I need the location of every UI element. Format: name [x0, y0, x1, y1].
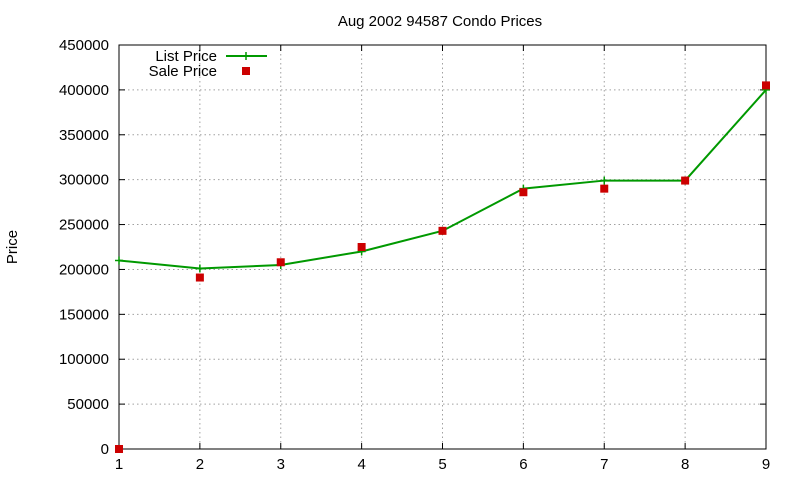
chart-title: Aug 2002 94587 Condo Prices [338, 13, 542, 30]
sale-price-point [357, 243, 366, 251]
y-tick-label: 0 [101, 441, 109, 458]
x-tick-label: 6 [519, 456, 527, 473]
sale-price-point [600, 184, 609, 193]
sale-price-point [195, 273, 204, 282]
grid [119, 45, 766, 449]
sale-price-point [115, 445, 123, 453]
y-axis-label: Price [4, 230, 21, 264]
axis-ticks [118, 44, 767, 450]
x-tick-label: 8 [681, 456, 689, 473]
y-tick-label: 450000 [59, 37, 109, 54]
x-tick-label: 7 [600, 456, 608, 473]
sale-price-point [681, 176, 690, 185]
list-price-point [195, 264, 204, 273]
series [115, 81, 770, 453]
legend-label-sale-price: Sale Price [149, 63, 217, 80]
y-tick-label: 200000 [59, 261, 109, 278]
legend: List Price Sale Price [149, 48, 267, 80]
x-tick-label: 4 [357, 456, 365, 473]
y-tick-label: 400000 [59, 82, 109, 99]
y-tick-label: 100000 [59, 351, 109, 368]
legend-marker-sale-price [242, 67, 250, 75]
x-tick-label: 1 [115, 456, 123, 473]
sale-price-point [276, 258, 285, 267]
y-tick-labels: 0 50000 100000 150000 200000 250000 300000 3500… [59, 37, 109, 458]
y-tick-label: 250000 [59, 217, 109, 234]
sale-price-point [519, 188, 528, 197]
y-tick-label: 150000 [59, 306, 109, 323]
x-tick-labels: 1 2 3 4 5 6 7 8 9 [115, 456, 770, 473]
y-tick-label: 50000 [67, 396, 109, 413]
sale-price-point [762, 81, 770, 90]
legend-marker-list-price [242, 52, 250, 60]
y-tick-label: 300000 [59, 172, 109, 189]
x-tick-label: 2 [196, 456, 204, 473]
list-price-point [115, 256, 123, 265]
x-tick-label: 5 [438, 456, 446, 473]
list-price-point [600, 176, 609, 185]
sale-price-point [438, 226, 447, 235]
x-tick-label: 3 [277, 456, 285, 473]
y-tick-label: 350000 [59, 127, 109, 144]
x-tick-label: 9 [762, 456, 770, 473]
legend-label-list-price: List Price [155, 48, 217, 65]
